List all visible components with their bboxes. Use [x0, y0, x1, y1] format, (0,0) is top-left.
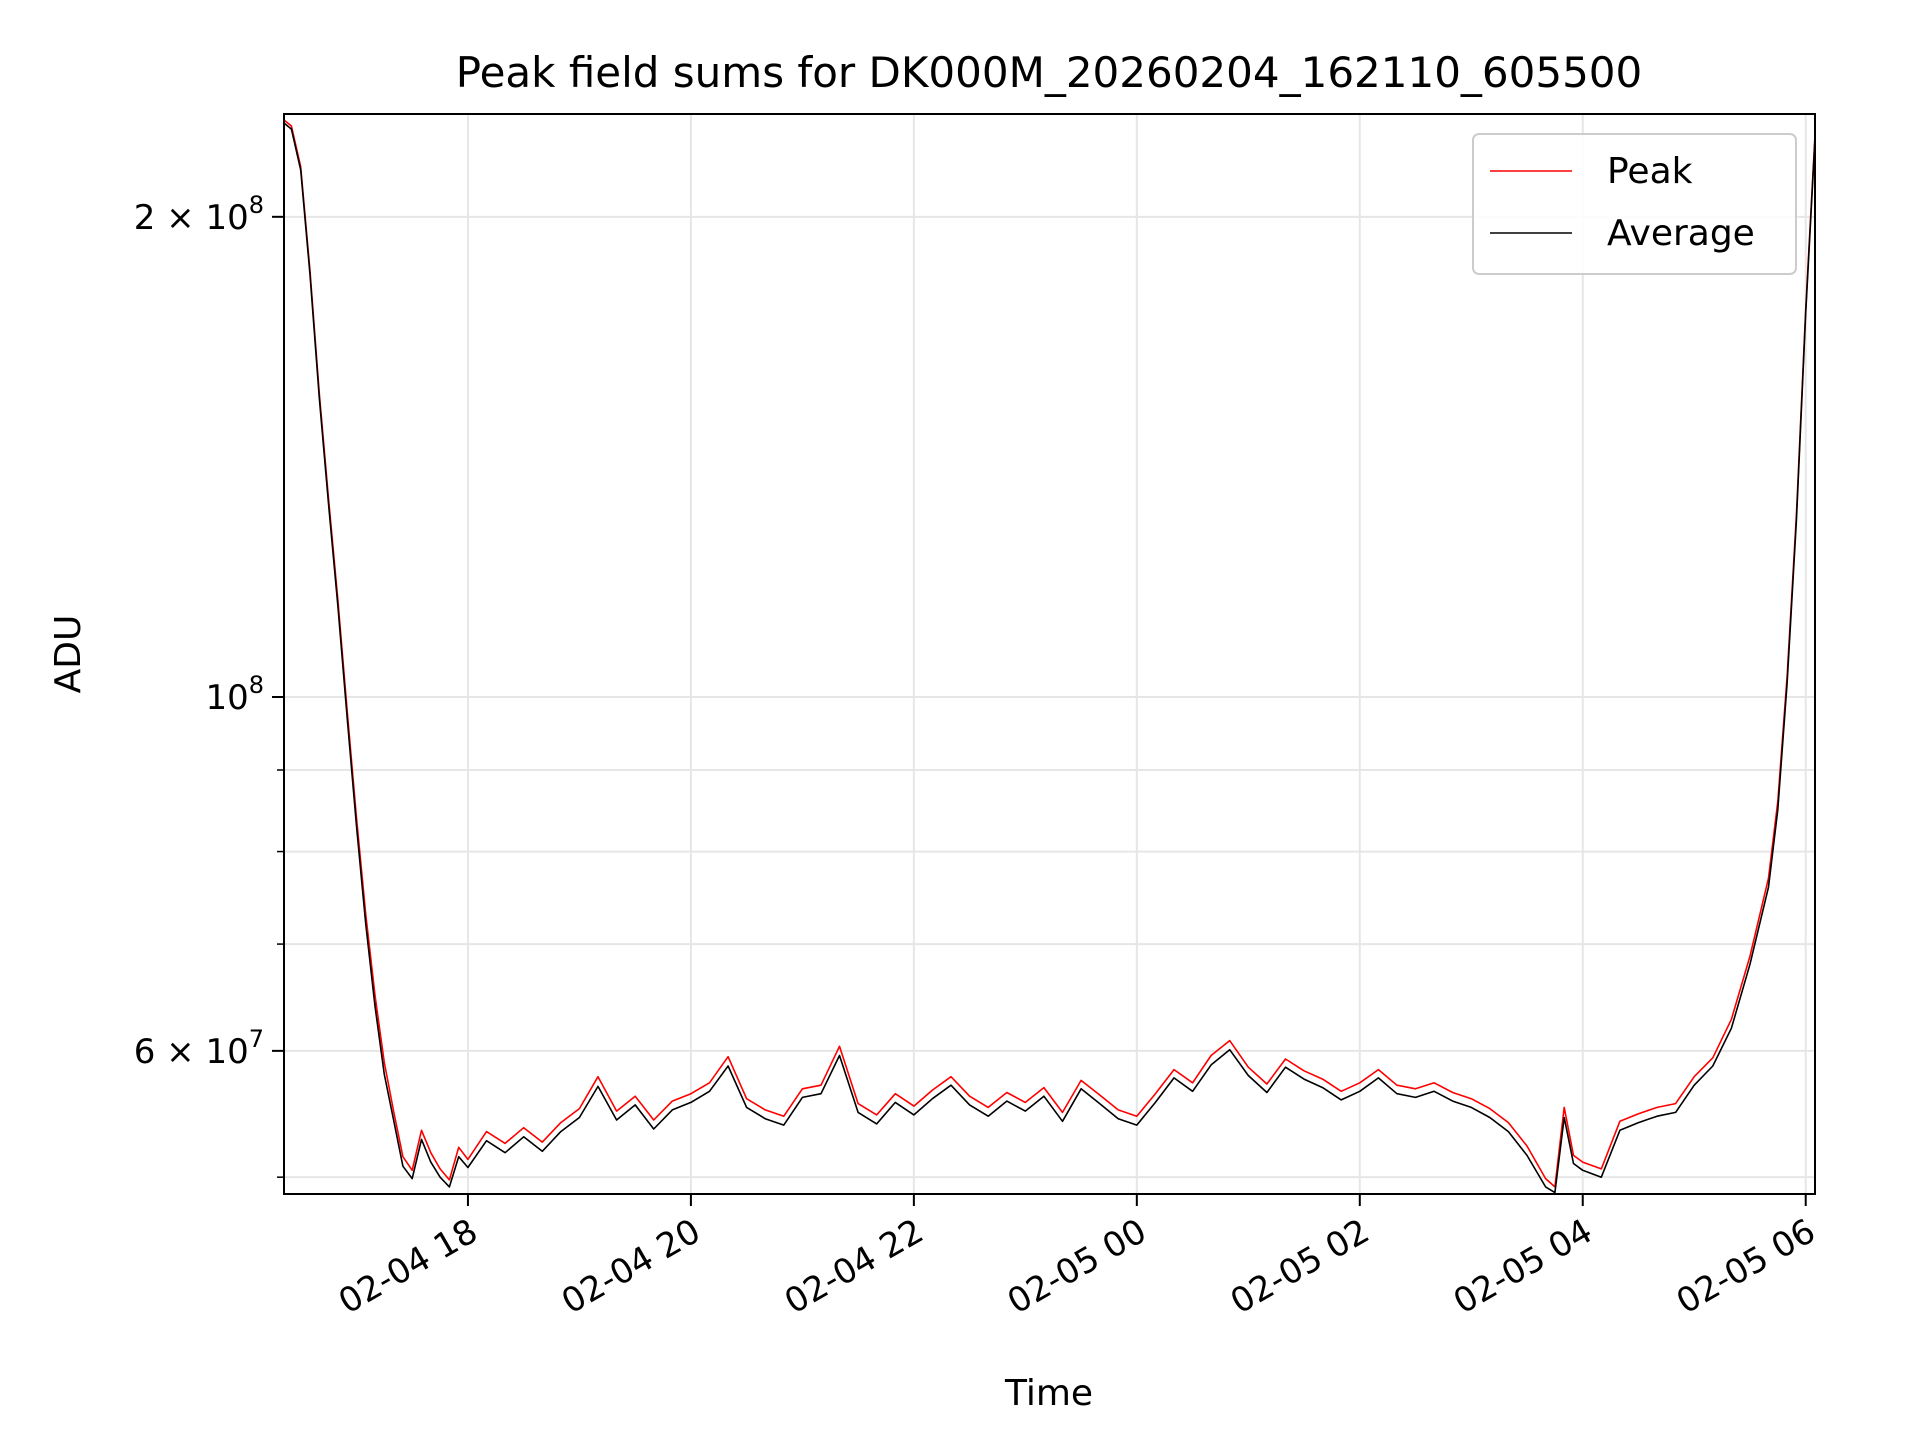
x-axis-label: Time [1004, 1373, 1093, 1414]
legend-peak-label: Peak [1607, 151, 1693, 192]
y-tick-base: 2 × 10 [134, 198, 249, 238]
series-line-peak [283, 119, 1816, 1188]
y-tick-label: 6 × 107 [134, 1025, 264, 1072]
y-tick-base: 6 × 10 [134, 1032, 249, 1072]
grid [284, 114, 1815, 1194]
legend: Peak Average [1472, 133, 1797, 275]
series-layer [283, 119, 1816, 1194]
series-line-average [283, 122, 1816, 1194]
y-tick-exponent: 8 [249, 671, 264, 699]
chart-title: Peak field sums for DK000M_20260204_1621… [456, 48, 1643, 97]
y-tick-exponent: 8 [249, 191, 264, 219]
y-tick-label: 108 [205, 671, 264, 718]
legend-box [1472, 133, 1797, 275]
y-tick-label: 2 × 108 [134, 191, 264, 238]
legend-average-label: Average [1607, 213, 1755, 254]
y-tick-base: 10 [205, 678, 248, 718]
y-axis-label: ADU [48, 615, 89, 694]
plot-frame [283, 113, 1816, 1195]
y-tick-exponent: 7 [249, 1025, 264, 1053]
